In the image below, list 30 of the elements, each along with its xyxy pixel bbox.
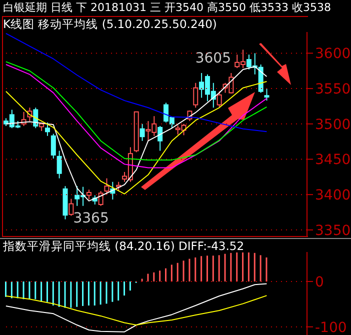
y-tick-label: 3350 bbox=[315, 222, 351, 239]
line-series bbox=[5, 80, 268, 194]
y-tick-label: 3500 bbox=[315, 116, 351, 133]
candlestick bbox=[50, 133, 56, 160]
y-tick-label: 3600 bbox=[315, 46, 351, 62]
candlestick bbox=[98, 190, 104, 206]
y-tick-label: 0 bbox=[315, 274, 324, 290]
y-tick-label: 3400 bbox=[315, 188, 351, 204]
candlestick bbox=[193, 82, 198, 108]
annotation: 3365 bbox=[73, 210, 109, 226]
chart-title: 白银延期 日线 下 20181031 三 开3540 高3550 低3533 收3538 bbox=[3, 1, 331, 15]
candlestick bbox=[216, 90, 222, 108]
line-series bbox=[5, 283, 268, 332]
y-tick-label: -100 bbox=[315, 320, 347, 335]
chart-subtitle: K线图 移动平均线 (5.10.20.25.50.240) bbox=[3, 17, 217, 31]
y-tick-label: 3450 bbox=[315, 152, 351, 168]
line-series bbox=[5, 66, 268, 202]
y-tick-label: 3550 bbox=[315, 82, 351, 98]
candlestick bbox=[104, 178, 110, 196]
candlestick bbox=[264, 88, 270, 102]
chart-title: 指数平滑异同平均线 (84.20.16) DIFF:-43.52 bbox=[3, 239, 244, 253]
candlestick bbox=[140, 123, 145, 142]
candlestick bbox=[158, 126, 163, 152]
candlestick bbox=[44, 122, 50, 136]
annotation: 3605 bbox=[195, 50, 231, 67]
candlestick bbox=[56, 150, 62, 179]
candlestick bbox=[68, 198, 74, 216]
candlestick bbox=[86, 189, 92, 200]
line-series bbox=[5, 295, 268, 326]
line-series bbox=[5, 32, 268, 132]
